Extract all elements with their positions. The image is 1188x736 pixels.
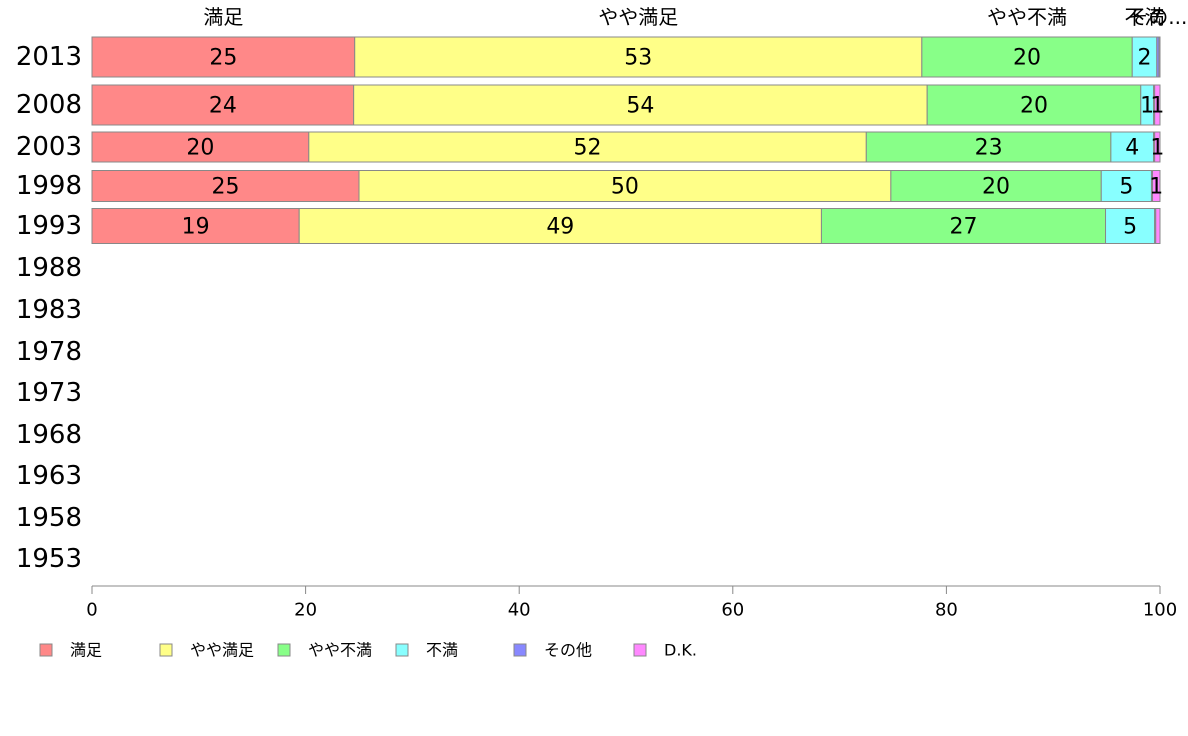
bar-value-label: 1	[1150, 94, 1164, 119]
legend-label: やや不満	[308, 641, 372, 660]
bar-value-label: 20	[982, 175, 1010, 200]
bar-segment	[820, 208, 1107, 244]
y-tick-label: 2013	[16, 42, 82, 72]
legend-swatch	[277, 643, 291, 657]
y-tick-label: 2008	[16, 90, 82, 120]
y-tick-label: 1958	[16, 503, 82, 533]
y-tick-label: 1953	[16, 544, 82, 574]
bar-value-label: 23	[975, 136, 1003, 161]
bar-segment	[358, 170, 892, 202]
column-header: 不満	[1125, 5, 1165, 29]
bar-segment	[354, 36, 923, 78]
bar-value-label: 20	[1013, 46, 1041, 71]
bar-value-label: 1	[1150, 136, 1164, 161]
bar-segment	[1158, 36, 1161, 78]
bar-segment	[926, 84, 1142, 126]
y-tick-label: 1963	[16, 461, 82, 491]
y-tick-label: 1998	[16, 171, 82, 201]
y-tick-label: 2003	[16, 132, 82, 162]
bar-value-label: 49	[546, 215, 574, 240]
bar-segment	[1152, 170, 1161, 202]
bar-value-label: 20	[1020, 94, 1048, 119]
legend-label: 不満	[426, 641, 458, 660]
bar-segment	[1100, 170, 1152, 202]
column-header: やや満足	[598, 5, 678, 29]
bar-segment	[1131, 36, 1158, 78]
legend-label: その他	[544, 641, 592, 660]
y-tick-label: 1978	[16, 337, 82, 367]
bar-segment	[1110, 131, 1155, 163]
bar-value-label: 5	[1119, 175, 1133, 200]
x-tick-label: 60	[721, 600, 744, 621]
bar-segment	[298, 208, 822, 244]
bar-segment	[91, 170, 360, 202]
bar-value-label: 1	[1140, 94, 1154, 119]
legend-label: D.K.	[664, 641, 697, 660]
y-tick-label: 1983	[16, 295, 82, 325]
bar-value-label: 5	[1123, 215, 1137, 240]
legend-swatch	[39, 643, 53, 657]
column-header: 満足	[203, 5, 243, 29]
bar-segment	[91, 208, 300, 244]
bar-value-label: 1	[1149, 175, 1163, 200]
legend: 満足 やや満足 やや不満 不満 その他 D.K.	[39, 641, 697, 660]
bar-value-label: 54	[626, 94, 654, 119]
bar-value-label: 27	[949, 215, 977, 240]
bar-value-label: 52	[574, 136, 602, 161]
legend-swatch	[395, 643, 409, 657]
legend-label: 満足	[70, 641, 102, 660]
bar-segment	[865, 131, 1112, 163]
bar-segment	[1154, 84, 1161, 126]
x-tick-label: 0	[86, 600, 97, 621]
bar-segment	[308, 131, 867, 163]
bar-segment	[1105, 208, 1156, 244]
bar-segment	[921, 36, 1133, 78]
bar-value-label: 2	[1138, 46, 1152, 71]
bar-segment	[91, 131, 310, 163]
bar-segment	[1154, 131, 1161, 163]
bar-value-label: 4	[1125, 136, 1139, 161]
bar-value-label: 20	[186, 136, 214, 161]
y-tick-label: 1968	[16, 420, 82, 450]
legend-label: やや満足	[190, 641, 254, 660]
bar-value-label: 25	[212, 175, 240, 200]
bar-value-label: 24	[209, 94, 237, 119]
column-headers: 満足 やや満足 やや不満 不満その...	[203, 5, 1187, 29]
y-tick-label: 1973	[16, 378, 82, 408]
bar-value-label: 53	[624, 46, 652, 71]
column-header: やや不満	[987, 5, 1067, 29]
bar-value-label: 25	[209, 46, 237, 71]
y-axis-labels: 2013 2008 2003 1998 1993 1988 1983 1978 1973 1968…	[16, 42, 82, 574]
x-tick-label: 40	[508, 600, 531, 621]
legend-swatch	[633, 643, 647, 657]
x-tick-label: 20	[294, 600, 317, 621]
bar-segment	[353, 84, 928, 126]
bar-segment	[890, 170, 1102, 202]
legend-swatch	[513, 643, 527, 657]
bar-segment	[91, 36, 356, 78]
y-tick-label: 1988	[16, 253, 82, 283]
bar-value-label: 50	[611, 175, 639, 200]
column-header: その...	[1128, 5, 1187, 29]
x-tick-label: 100	[1143, 600, 1177, 621]
bar-segment	[91, 84, 355, 126]
y-tick-label: 1993	[16, 211, 82, 241]
x-tick-label: 80	[935, 600, 958, 621]
bar-value-label: 19	[182, 215, 210, 240]
bar-segment	[1155, 208, 1161, 244]
x-axis: 0 20 40 60 80 100	[86, 585, 1177, 621]
legend-swatch	[159, 643, 173, 657]
